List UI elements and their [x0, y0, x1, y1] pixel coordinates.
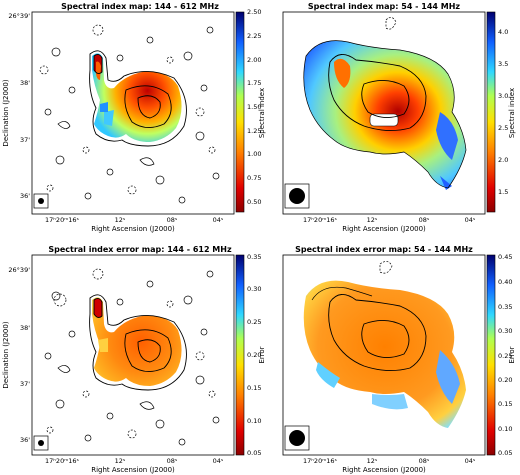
colorbar-label: Spectral index — [508, 88, 516, 138]
colorbar-label: Error — [508, 346, 516, 363]
flux-contours — [89, 294, 187, 391]
colorbar-tick: 0.15 — [498, 400, 512, 408]
noise-contours — [44, 26, 220, 204]
colorbar-tick: 1.75 — [247, 79, 261, 87]
x-tick-label: 12ˢ — [367, 457, 378, 465]
colorbar-tick: 0.45 — [498, 253, 512, 261]
negative-contours — [46, 268, 216, 439]
emission-region — [92, 53, 182, 142]
x-tick-label: 12ˢ — [367, 216, 378, 224]
negative-contours — [385, 17, 397, 30]
x-tick-label: 04ˢ — [213, 457, 224, 465]
x-tick-label: 08ˢ — [419, 457, 430, 465]
y-axis-label: Declination (J2000) — [2, 79, 10, 146]
colorbar — [235, 254, 245, 456]
colorbar-tick: 3.0 — [498, 92, 508, 100]
colorbar-tick: 0.25 — [498, 352, 512, 360]
colorbar-tick: 0.20 — [498, 376, 512, 384]
colorbar-tick: 2.50 — [247, 8, 261, 16]
panel-error-144-612: Spectral index error map: 144 - 612 MHz — [2, 245, 266, 474]
flux-contours — [303, 40, 467, 189]
panel-spectral-index-54-144: Spectral index map: 54 - 144 MHz 17ʰ20ᵐ1… — [282, 2, 516, 233]
x-tick-label: 12ˢ — [115, 216, 126, 224]
panel-title: Spectral index map: 54 - 144 MHz — [308, 2, 460, 11]
negative-contours — [39, 24, 216, 195]
x-tick-label: 17ʰ20ᵐ16ˢ — [303, 457, 337, 465]
colorbar-tick: 0.10 — [498, 425, 512, 433]
y-tick-label: 36' — [20, 436, 30, 444]
colorbar-tick: 0.75 — [247, 174, 261, 182]
x-axis-label: Right Ascension (J2000) — [342, 466, 426, 474]
panel-spectral-index-144-612: Spectral index map: 144 - 612 MHz — [2, 2, 266, 233]
y-tick-label: 37' — [20, 380, 30, 388]
x-tick-label: 08ˢ — [167, 216, 178, 224]
colorbar-tick: 3.5 — [498, 60, 508, 68]
y-axis-label: Declination (J2000) — [2, 321, 10, 388]
x-tick-label: 08ˢ — [419, 216, 430, 224]
panel-title: Spectral index error map: 144 - 612 MHz — [48, 245, 232, 254]
colorbar — [235, 11, 245, 213]
colorbar-tick: 0.05 — [247, 449, 261, 457]
x-axis-label: Right Ascension (J2000) — [91, 225, 175, 233]
colorbar — [486, 254, 496, 456]
emission-region — [303, 280, 466, 428]
colorbar-tick: 2.00 — [247, 56, 261, 64]
colorbar-tick: 0.20 — [247, 351, 261, 359]
beam-ellipse — [38, 198, 44, 204]
y-tick-label: 38' — [20, 79, 30, 87]
colorbar-ticks: 0.45 0.40 0.35 0.30 0.25 0.20 0.15 0.10 … — [498, 253, 512, 457]
flux-contours — [311, 286, 427, 371]
x-tick-label: 04ˢ — [465, 216, 476, 224]
panel-title: Spectral index error map: 54 - 144 MHz — [295, 245, 473, 254]
colorbar — [486, 11, 496, 213]
colorbar-label: Spectral index — [258, 88, 266, 138]
colorbar-tick: 0.05 — [498, 449, 512, 457]
colorbar-ticks: 2.50 2.25 2.00 1.75 1.50 1.25 1.00 0.75 … — [247, 8, 261, 206]
x-tick-label: 04ˢ — [213, 216, 224, 224]
colorbar-tick: 0.50 — [247, 198, 261, 206]
colorbar-tick: 0.40 — [498, 278, 512, 286]
y-tick-label: 36' — [20, 192, 30, 200]
emission-region — [92, 297, 182, 386]
y-tick-label: 38' — [20, 324, 30, 332]
x-axis-label: Right Ascension (J2000) — [342, 225, 426, 233]
colorbar-tick: 1.00 — [247, 150, 261, 158]
beam-ellipse — [289, 188, 305, 204]
y-tick-label: 26°39' — [8, 12, 30, 20]
colorbar-tick: 2.5 — [498, 124, 508, 132]
x-axis-label: Right Ascension (J2000) — [91, 466, 175, 474]
colorbar-tick: 1.5 — [498, 188, 508, 196]
panel-error-54-144: Spectral index error map: 54 - 144 MHz 1… — [282, 245, 516, 474]
colorbar-tick: 4.0 — [498, 28, 508, 36]
beam-ellipse — [289, 430, 305, 446]
colorbar-tick: 0.30 — [247, 285, 261, 293]
colorbar-label: Error — [258, 346, 266, 363]
noise-contours — [44, 270, 220, 446]
colorbar-tick: 0.30 — [498, 327, 512, 335]
colorbar-tick: 0.15 — [247, 384, 261, 392]
y-tick-label: 37' — [20, 136, 30, 144]
colorbar-tick: 0.35 — [498, 303, 512, 311]
x-tick-label: 17ʰ20ᵐ16ˢ — [303, 216, 337, 224]
colorbar-tick: 2.0 — [498, 156, 508, 164]
beam-ellipse — [38, 440, 44, 446]
flux-contours — [89, 50, 187, 147]
x-tick-label: 04ˢ — [465, 457, 476, 465]
x-tick-label: 17ʰ20ᵐ16ˢ — [45, 457, 79, 465]
negative-contours — [379, 261, 393, 274]
colorbar-tick: 0.10 — [247, 417, 261, 425]
colorbar-tick: 0.25 — [247, 318, 261, 326]
panel-title: Spectral index map: 144 - 612 MHz — [61, 2, 219, 11]
colorbar-tick: 0.35 — [247, 253, 261, 261]
y-tick-label: 26°39' — [8, 266, 30, 274]
x-tick-label: 12ˢ — [115, 457, 126, 465]
colorbar-tick: 2.25 — [247, 32, 261, 40]
colorbar-tick: 1.50 — [247, 103, 261, 111]
colorbar-ticks: 4.0 3.5 3.0 2.5 2.0 1.5 — [498, 28, 508, 196]
x-tick-label: 17ʰ20ᵐ16ˢ — [45, 216, 79, 224]
colorbar-ticks: 0.35 0.30 0.25 0.20 0.15 0.10 0.05 — [247, 253, 261, 457]
colorbar-tick: 1.25 — [247, 127, 261, 135]
x-tick-label: 08ˢ — [167, 457, 178, 465]
